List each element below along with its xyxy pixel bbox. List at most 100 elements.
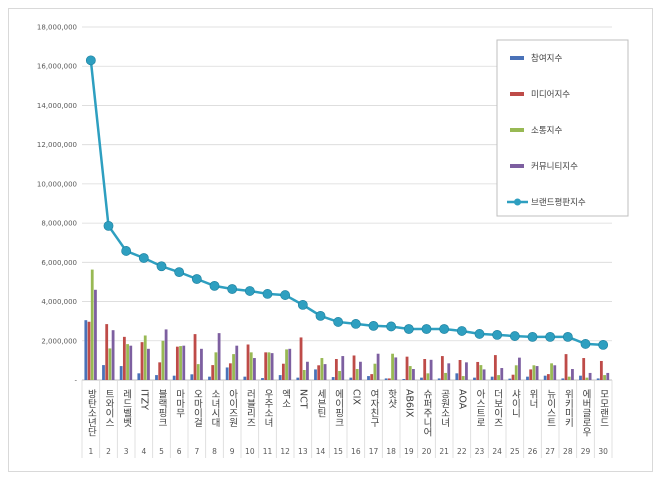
bar-커뮤니티지수 <box>164 329 168 380</box>
bar-소통지수 <box>108 348 112 380</box>
line-point <box>280 290 291 300</box>
line-point <box>174 267 185 278</box>
bar-소통지수 <box>338 370 341 380</box>
category-label: 에버글로우 <box>580 389 591 437</box>
bar-커뮤니티지수 <box>518 357 521 380</box>
line-point <box>244 286 255 296</box>
bar-미디어지수 <box>211 365 215 380</box>
y-tick-label: 4,000,000 <box>41 298 77 306</box>
line-point <box>403 324 414 334</box>
rank-label: 12 <box>280 447 290 456</box>
rank-label: 24 <box>492 447 502 456</box>
bar-소통지수 <box>285 349 288 380</box>
bar-커뮤니티지수 <box>376 353 380 380</box>
bar-소통지수 <box>196 364 200 380</box>
rank-label: 8 <box>212 447 217 456</box>
legend-swatch <box>510 92 524 96</box>
line-point <box>456 326 467 336</box>
category-label: 오마이걸 <box>191 389 202 427</box>
bar-소통지수 <box>373 363 377 380</box>
y-tick-label: 16,000,000 <box>37 63 77 71</box>
category-label: 블랙핑크 <box>156 389 167 427</box>
rank-label: 30 <box>598 447 608 456</box>
bar-소통지수 <box>444 372 447 380</box>
line-point <box>209 280 220 291</box>
bar-커뮤니티지수 <box>147 348 150 380</box>
line-point <box>103 220 114 231</box>
line-point <box>527 331 538 342</box>
rank-label: 21 <box>439 447 449 456</box>
bar-커뮤니티지수 <box>111 330 115 380</box>
line-point <box>227 284 238 294</box>
line-point <box>138 253 149 263</box>
y-tick-label: 8,000,000 <box>41 220 77 228</box>
line-point <box>191 274 202 284</box>
legend-label: 브랜드평판지수 <box>531 197 586 208</box>
category-label: 모모랜드 <box>598 389 609 427</box>
bar-커뮤니티지수 <box>500 368 504 380</box>
y-tick-label: 6,000,000 <box>41 259 77 267</box>
rank-label: 2 <box>106 447 111 456</box>
bar-소통지수 <box>90 269 94 380</box>
line-point <box>156 261 167 272</box>
rank-label: 22 <box>457 447 467 456</box>
bar-소통지수 <box>179 346 182 380</box>
rank-label: 6 <box>177 447 182 456</box>
bar-소통지수 <box>497 375 500 380</box>
legend-label: 커뮤니티지수 <box>531 161 578 172</box>
bar-커뮤니티지수 <box>270 353 274 380</box>
line-point <box>350 319 361 329</box>
category-label: 방탄소년단 <box>85 389 96 437</box>
rank-label: 16 <box>351 447 361 456</box>
bar-참여지수 <box>526 376 529 380</box>
bar-참여지수 <box>190 374 194 380</box>
line-point <box>262 289 273 299</box>
category-label: 더보이즈 <box>492 389 503 427</box>
bar-미디어지수 <box>546 374 550 380</box>
bar-참여지수 <box>367 376 370 380</box>
y-tick-label: 2,000,000 <box>41 337 77 345</box>
line-point <box>562 331 573 342</box>
y-tick-label: 10,000,000 <box>37 180 77 188</box>
bar-커뮤니티지수 <box>535 366 539 380</box>
bar-참여지수 <box>384 378 388 380</box>
category-label: AB6IX <box>403 389 414 418</box>
rank-label: 17 <box>369 447 379 456</box>
bar-소통지수 <box>161 340 165 380</box>
bar-커뮤니티지수 <box>253 358 256 380</box>
bar-소통지수 <box>355 369 359 380</box>
bar-소통지수 <box>232 354 235 380</box>
legend-label: 소통지수 <box>531 126 562 136</box>
bar-미디어지수 <box>458 359 462 380</box>
y-tick-label: 12,000,000 <box>37 141 77 149</box>
category-label: 에이핑크 <box>333 389 344 427</box>
rank-label: 1 <box>88 447 93 456</box>
bar-커뮤니티지수 <box>129 345 133 380</box>
bar-미디어지수 <box>87 321 91 380</box>
legend-label: 미디어지수 <box>531 89 570 100</box>
bar-참여지수 <box>119 366 123 380</box>
category-label: 위너 <box>527 388 538 409</box>
rank-label: 10 <box>245 447 255 456</box>
bar-참여지수 <box>508 378 512 380</box>
bar-소통지수 <box>550 363 553 380</box>
rank-label: 4 <box>141 447 146 456</box>
rank-label: 19 <box>404 447 414 456</box>
bar-참여지수 <box>208 376 211 380</box>
bar-미디어지수 <box>564 354 568 380</box>
category-label: 핫샷 <box>386 389 397 409</box>
bar-소통지수 <box>302 369 306 380</box>
rank-label: 23 <box>475 447 485 456</box>
line-point <box>492 329 503 340</box>
bar-커뮤니티지수 <box>288 348 292 380</box>
bar-소통지수 <box>514 365 518 380</box>
category-label: NCT <box>297 389 308 409</box>
y-tick-label: 14,000,000 <box>37 102 77 110</box>
bar-소통지수 <box>479 365 483 380</box>
bar-미디어지수 <box>140 342 144 380</box>
rank-label: 7 <box>194 447 199 456</box>
bar-커뮤니티지수 <box>429 359 433 380</box>
bar-소통지수 <box>461 376 465 380</box>
bar-커뮤니티지수 <box>571 369 574 380</box>
